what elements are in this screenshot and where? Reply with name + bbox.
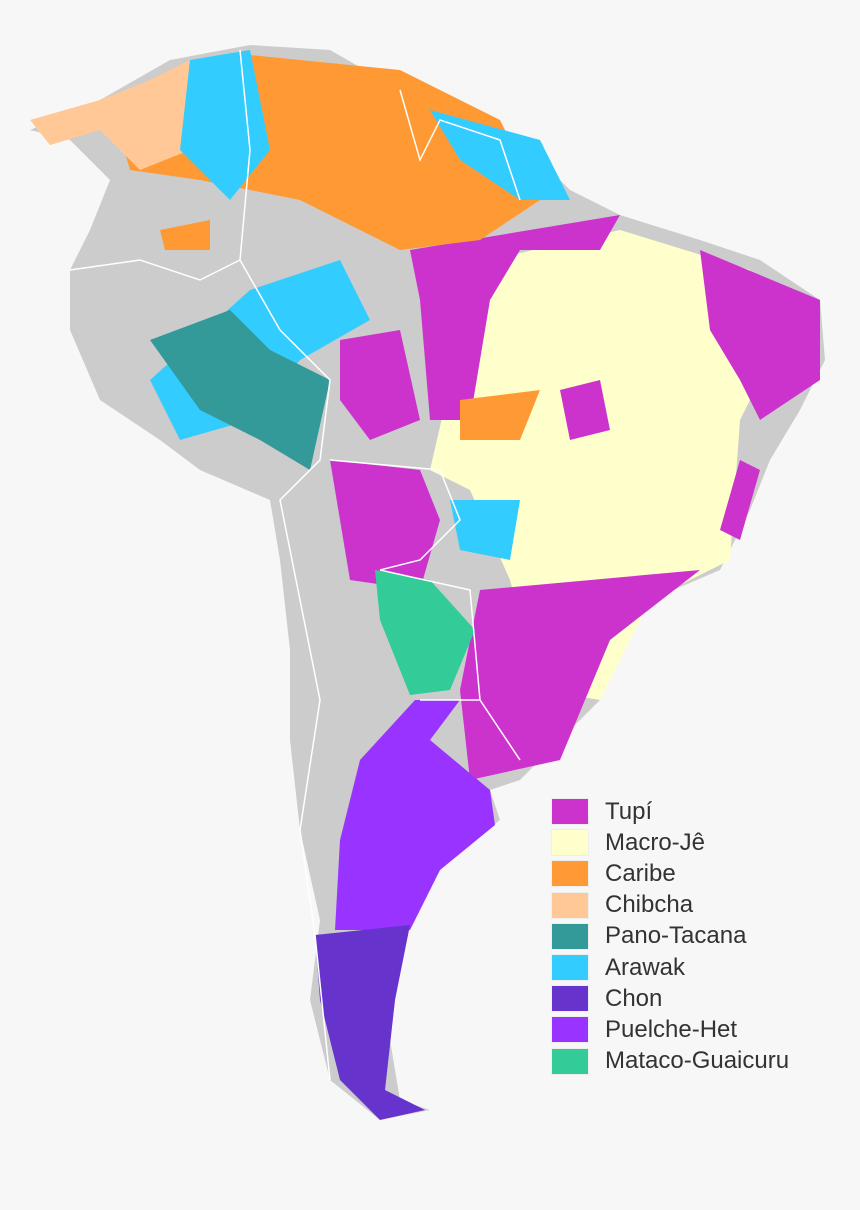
legend-item-caribe: Caribe (551, 858, 789, 889)
legend-swatch (551, 798, 589, 826)
country-border (379, 569, 481, 701)
mataco-guaicuru-region (375, 570, 475, 695)
legend-swatch (551, 860, 589, 888)
legend-swatch (551, 1016, 589, 1044)
puelche-het-region (335, 700, 495, 930)
country-border (479, 699, 521, 761)
country-border (279, 329, 331, 1081)
tupi-region-amazon (340, 330, 420, 440)
legend-label: Pano-Tacana (605, 922, 747, 950)
country-border (239, 49, 281, 331)
legend-label: Macro-Jê (605, 828, 706, 856)
legend-item-chibcha: Chibcha (551, 890, 789, 921)
chibcha-region (30, 60, 190, 170)
legend-label: Chon (605, 984, 663, 1012)
legend-label: Tupí (605, 797, 653, 825)
tupi-region-bolivia (330, 460, 440, 590)
chon-region (315, 925, 425, 1120)
tupi-region-north (410, 215, 620, 420)
legend: Tupí Macro-Jê Caribe Chibcha Pano-Tacana… (551, 796, 789, 1077)
tupi-region-southeast (460, 570, 700, 780)
tupi-patch (560, 380, 610, 440)
legend-swatch (551, 891, 589, 919)
legend-item-arawak: Arawak (551, 952, 789, 983)
arawak-region-guianas (430, 110, 570, 200)
legend-item-chon: Chon (551, 983, 789, 1014)
legend-label: Caribe (605, 859, 676, 887)
legend-swatch (551, 829, 589, 857)
legend-label: Chibcha (605, 891, 694, 919)
country-border (329, 459, 461, 571)
arawak-region-south (450, 500, 520, 560)
legend-swatch (551, 1047, 589, 1075)
legend-item-mataco-guaicuru: Mataco-Guaicuru (551, 1046, 789, 1077)
legend-item-puelche-het: Puelche-Het (551, 1014, 789, 1045)
country-border (69, 259, 241, 281)
legend-label: Puelche-Het (605, 1015, 738, 1043)
legend-item-macro-je: Macro-Jê (551, 827, 789, 858)
tupi-patch-east (720, 460, 760, 540)
caribe-patch (160, 220, 210, 250)
legend-item-tupi: Tupí (551, 796, 789, 827)
country-borders (69, 49, 521, 1081)
language-regions (30, 50, 820, 1120)
legend-item-pano-tacana: Pano-Tacana (551, 921, 789, 952)
macro-je-region (430, 230, 780, 700)
caribe-patch-south (460, 390, 540, 440)
country-border (399, 89, 521, 201)
legend-swatch (551, 922, 589, 950)
legend-label: Arawak (605, 953, 686, 981)
legend-label: Mataco-Guaicuru (605, 1047, 790, 1075)
arawak-region-north (180, 50, 270, 200)
tupi-region-northeast (700, 250, 820, 420)
legend-swatch (551, 985, 589, 1013)
legend-swatch (551, 954, 589, 982)
pano-tacana-region (150, 310, 330, 470)
